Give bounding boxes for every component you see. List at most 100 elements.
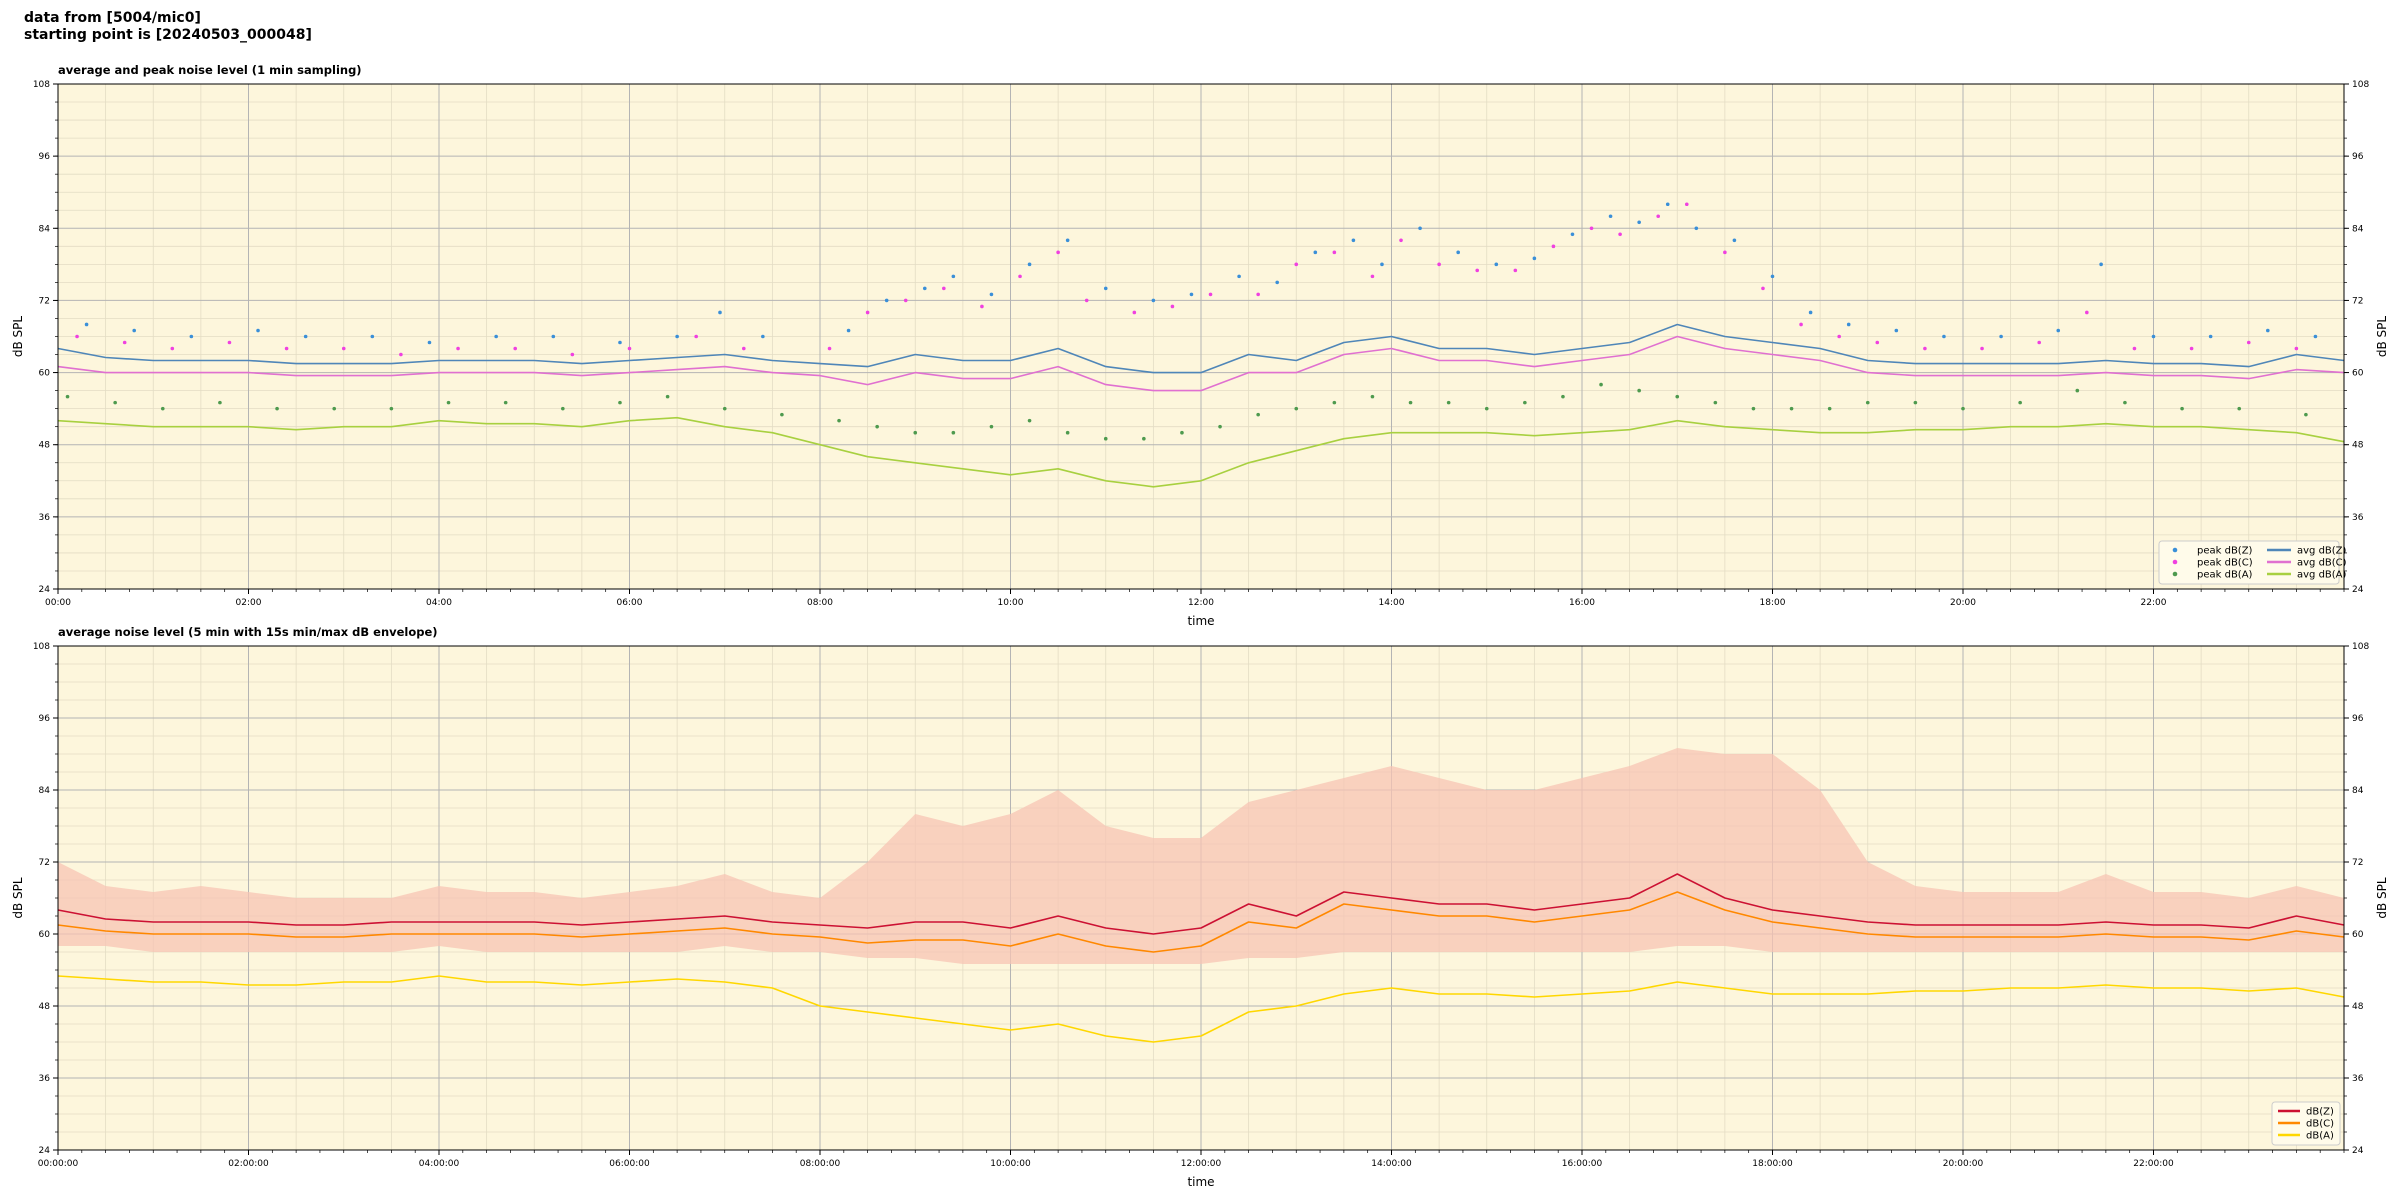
x-tick-label: 06:00:00 [609, 1159, 650, 1169]
point-peak-db-a [1218, 424, 1222, 429]
point-peak-db-c [75, 334, 79, 339]
point-peak-db-c [122, 340, 127, 345]
y-tick-label: 72 [39, 296, 50, 306]
point-peak-db-c [2294, 346, 2299, 351]
point-peak-db-z [1570, 232, 1575, 237]
point-peak-db-a [446, 400, 451, 405]
legend-marker [2172, 547, 2178, 553]
point-peak-db-a [1913, 400, 1918, 405]
chart-panel-1: average and peak noise level (1 min samp… [11, 63, 2389, 628]
x-tick-label: 08:00 [807, 598, 833, 608]
point-peak-db-z [84, 322, 89, 327]
point-peak-db-z [1456, 250, 1460, 255]
point-peak-db-a [722, 406, 727, 411]
y-tick-label: 72 [39, 858, 50, 868]
x-tick-label: 04:00:00 [419, 1159, 460, 1169]
point-peak-db-a [1751, 406, 1756, 411]
point-peak-db-a [389, 406, 394, 411]
x-tick-label: 18:00:00 [1752, 1159, 1793, 1169]
y-tick-label-right: 72 [2352, 296, 2363, 306]
point-peak-db-z [427, 340, 432, 345]
point-peak-db-z [884, 298, 889, 303]
page-header: data from [5004/mic0] starting point is … [24, 10, 312, 44]
point-peak-db-a [1180, 430, 1184, 435]
y-tick-label: 60 [39, 930, 51, 940]
point-peak-db-z [1846, 322, 1851, 327]
x-tick-label: 00:00:00 [38, 1159, 79, 1169]
point-peak-db-a [275, 406, 279, 411]
point-peak-db-z [1694, 226, 1699, 231]
point-peak-db-c [1799, 322, 1803, 327]
point-peak-db-c [227, 340, 232, 345]
point-peak-db-z [494, 334, 498, 339]
point-peak-db-z [1637, 220, 1641, 225]
point-peak-db-z [1732, 238, 1737, 243]
point-peak-db-z [1999, 334, 2003, 339]
point-peak-db-a [1637, 388, 1641, 393]
point-peak-db-c [2037, 340, 2041, 345]
point-peak-db-a [1332, 400, 1337, 405]
point-peak-db-c [1589, 226, 1594, 231]
point-peak-db-z [1494, 262, 1499, 267]
y-tick-label-right: 84 [2352, 224, 2364, 234]
point-peak-db-a [113, 400, 117, 405]
series-peak-db-a [65, 382, 2308, 441]
y-axis-label-right: dB SPL [2375, 877, 2389, 919]
x-tick-label: 10:00 [998, 598, 1024, 608]
point-peak-db-a [1484, 406, 1489, 411]
y-tick-label: 24 [39, 1146, 51, 1156]
line-avg-db-c [57, 335, 2345, 392]
y-tick-label: 84 [39, 786, 51, 796]
point-peak-db-z [1103, 286, 1108, 291]
point-peak-db-a [1027, 418, 1032, 423]
x-tick-label: 12:00:00 [1181, 1159, 1222, 1169]
x-tick-label: 20:00:00 [1943, 1159, 1984, 1169]
point-peak-db-c [694, 334, 698, 339]
point-peak-db-z [2208, 334, 2213, 339]
point-peak-db-z [1770, 274, 1775, 279]
point-peak-db-a [218, 400, 222, 405]
point-peak-db-z [1351, 238, 1356, 243]
point-peak-db-c [1132, 310, 1137, 315]
point-peak-db-c [2189, 346, 2194, 351]
point-peak-db-c [1923, 346, 1927, 351]
x-tick-label: 08:00:00 [800, 1159, 841, 1169]
point-peak-db-z [303, 334, 308, 339]
point-peak-db-z [618, 340, 622, 345]
point-peak-db-a [561, 406, 565, 411]
legend-label: dB(Z) [2306, 1107, 2334, 1118]
point-peak-db-z [1151, 298, 1156, 303]
x-tick-label: 06:00 [617, 598, 643, 608]
point-peak-db-a [913, 430, 918, 435]
starting-point-label: starting point is [20240503_000048] [24, 27, 312, 43]
legend-label: avg dB(Z) [2297, 546, 2347, 557]
x-tick-label: 02:00 [236, 598, 262, 608]
legend-label: peak dB(Z) [2197, 546, 2253, 557]
point-peak-db-a [1865, 400, 1870, 405]
chart-title: average and peak noise level (1 min samp… [58, 63, 362, 77]
y-tick-label-right: 36 [2352, 513, 2364, 523]
y-tick-label: 36 [39, 513, 51, 523]
point-peak-db-z [1275, 280, 1279, 285]
point-peak-db-z [189, 334, 194, 339]
x-axis-label: time [1187, 614, 1214, 628]
y-tick-label-right: 84 [2352, 786, 2364, 796]
legend-label: dB(A) [2306, 1131, 2334, 1142]
point-peak-db-c [1980, 346, 1984, 351]
y-tick-label-right: 60 [2352, 369, 2364, 379]
x-tick-label: 22:00:00 [2133, 1159, 2174, 1169]
point-peak-db-a [503, 400, 508, 405]
legend: peak dB(Z)peak dB(C)peak dB(A)avg dB(Z)a… [2158, 540, 2347, 585]
point-peak-db-z [922, 286, 927, 291]
point-peak-db-a [2304, 412, 2308, 417]
point-peak-db-z [1380, 262, 1384, 267]
point-peak-db-z [675, 334, 679, 339]
point-peak-db-c [1399, 238, 1403, 243]
legend-label: dB(C) [2306, 1119, 2334, 1130]
point-peak-db-a [2018, 400, 2022, 405]
y-tick-label-right: 72 [2352, 858, 2363, 868]
point-peak-db-a [1675, 394, 1680, 399]
point-peak-db-c [627, 346, 632, 351]
point-peak-db-a [332, 406, 337, 411]
